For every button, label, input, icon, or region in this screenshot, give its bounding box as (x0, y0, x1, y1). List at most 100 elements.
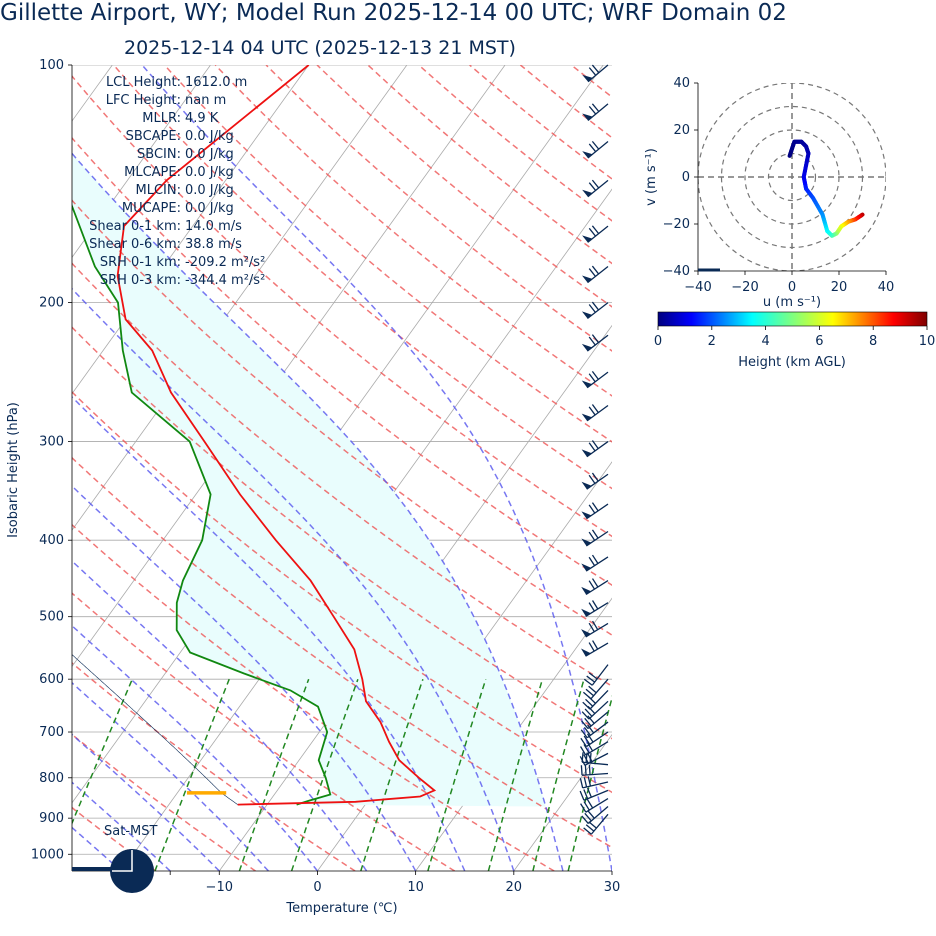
moist-layer-fill (72, 65, 612, 807)
height-colorbar (657, 311, 928, 327)
hodograph-y-tick-label: −40 (663, 264, 690, 279)
index-label: LFC Height: (106, 93, 181, 108)
dry-adiabat (72, 523, 555, 871)
index-value: -209.2 m²/s² (185, 255, 265, 270)
temperature-tick-label: −10 (206, 880, 233, 895)
dry-adiabat (72, 390, 612, 794)
mixing-ratio-line (72, 678, 133, 826)
wind-barb (579, 776, 609, 789)
x-axis-label: Temperature (℃) (285, 901, 397, 916)
colorbar-tick-label: 10 (919, 334, 936, 349)
hodograph-x-label: u (m s⁻¹) (763, 295, 821, 310)
colorbar-axis: 0 2 4 6 8 10 (654, 326, 935, 349)
hodograph-x-tick-label: 40 (878, 280, 895, 295)
mixing-ratio-line (290, 678, 359, 871)
index-value: 1612.0 m (185, 75, 247, 90)
isotherm-40 (710, 65, 936, 871)
wind-barb (580, 731, 609, 748)
moist-adiabat (72, 733, 220, 871)
wind-barb (581, 440, 609, 458)
wind-barb (581, 529, 609, 547)
y-axis-label: Isobaric Height (hPa) (6, 402, 21, 538)
dry-adiabat (113, 65, 612, 490)
pressure-axis: 100 200 300 400 500 600 700 800 900 1000 (31, 58, 72, 862)
dry-adiabat (72, 806, 157, 871)
wind-barb (582, 103, 609, 121)
hodograph-trace (787, 139, 865, 238)
wind-barb (580, 741, 609, 756)
page-title: Gillette Airport, WY; Model Run 2025-12-… (0, 0, 787, 26)
mixing-ratio-line (487, 678, 544, 871)
wind-barb (581, 600, 609, 617)
index-value: 0.0 J/kg (185, 129, 234, 144)
dry-adiabat (214, 65, 612, 397)
mixing-ratio-line (567, 694, 612, 871)
temperature-profile (116, 65, 437, 806)
wind-barb (581, 620, 609, 638)
hodograph-y-tick-label: 40 (673, 76, 690, 91)
index-label: MUCAPE: (122, 201, 181, 216)
pressure-tick-label: 300 (39, 435, 64, 450)
stability-indices: LCL Height: 1612.0 m LFC Height: nan m MLLR:… (89, 75, 265, 288)
moist-adiabat (72, 287, 515, 871)
chart-subtitle: 2025-12-14 04 UTC (2025-12-13 21 MST) (124, 37, 516, 59)
pressure-tick-label: 700 (39, 725, 64, 740)
index-value: 4.9 K (185, 111, 219, 126)
hodograph-x-tick-label: −20 (731, 280, 758, 295)
dry-adiabats (72, 65, 612, 871)
wind-barb (581, 404, 609, 422)
moist-adiabat (72, 485, 417, 871)
pressure-tick-label: 500 (39, 610, 64, 625)
index-label: SBCAPE: (126, 129, 181, 144)
dry-adiabat (570, 65, 612, 99)
moist-adiabat (72, 781, 171, 871)
moist-adiabat (141, 65, 612, 871)
colorbar-tick-label: 0 (654, 334, 662, 349)
hodograph-y-tick-label: −20 (663, 217, 690, 232)
wind-barb (581, 578, 609, 596)
hodograph-y-label: v (m s⁻¹) (644, 148, 659, 206)
wind-barb (582, 265, 609, 284)
wind-barb (581, 711, 609, 730)
pressure-tick-label: 400 (39, 533, 64, 548)
index-value: -344.4 m²/s² (185, 273, 265, 288)
wind-barb (581, 370, 609, 389)
wind-barb (581, 700, 609, 720)
index-label: Shear 0-1 km: (89, 219, 181, 234)
moist-adiabat (72, 396, 466, 871)
hodograph-x-tick-label: 20 (831, 280, 848, 295)
wind-barb (581, 806, 609, 825)
dry-adiabat (72, 262, 612, 688)
wind-barb (580, 764, 609, 776)
temperature-tick-label: 0 (313, 880, 321, 895)
wind-barb (581, 472, 609, 490)
index-label: MLLR: (142, 111, 181, 126)
index-value: 0.0 J/kg (185, 201, 234, 216)
hodograph-y-tick-label: 0 (682, 170, 690, 185)
moist-adiabat (72, 624, 319, 871)
temperature-tick-label: 30 (604, 880, 621, 895)
hodograph-y-tick-label: 20 (673, 123, 690, 138)
wind-barb (581, 554, 609, 572)
wind-barb (581, 502, 609, 520)
index-value: nan m (185, 93, 226, 108)
mixing-ratio-line (532, 678, 585, 871)
pressure-tick-label: 200 (39, 296, 64, 311)
wind-barb (582, 225, 609, 243)
hodograph-x-tick-label: 0 (788, 280, 796, 295)
dry-adiabat (72, 456, 612, 849)
index-label: SRH 0-3 km: (100, 273, 181, 288)
dry-adiabat (163, 65, 612, 443)
hodograph-x-tick-label: −40 (684, 280, 711, 295)
isotherm--50 (72, 65, 408, 531)
mixing-ratio-line (238, 678, 310, 871)
index-label: SRH 0-1 km: (100, 255, 181, 270)
wind-barb (582, 678, 609, 700)
isotherm-20 (513, 733, 612, 871)
colorbar-tick-label: 6 (815, 334, 823, 349)
wind-barb (583, 813, 609, 835)
dry-adiabat (72, 662, 356, 871)
wind-barb (580, 798, 609, 813)
index-label: SBCIN: (137, 147, 181, 162)
